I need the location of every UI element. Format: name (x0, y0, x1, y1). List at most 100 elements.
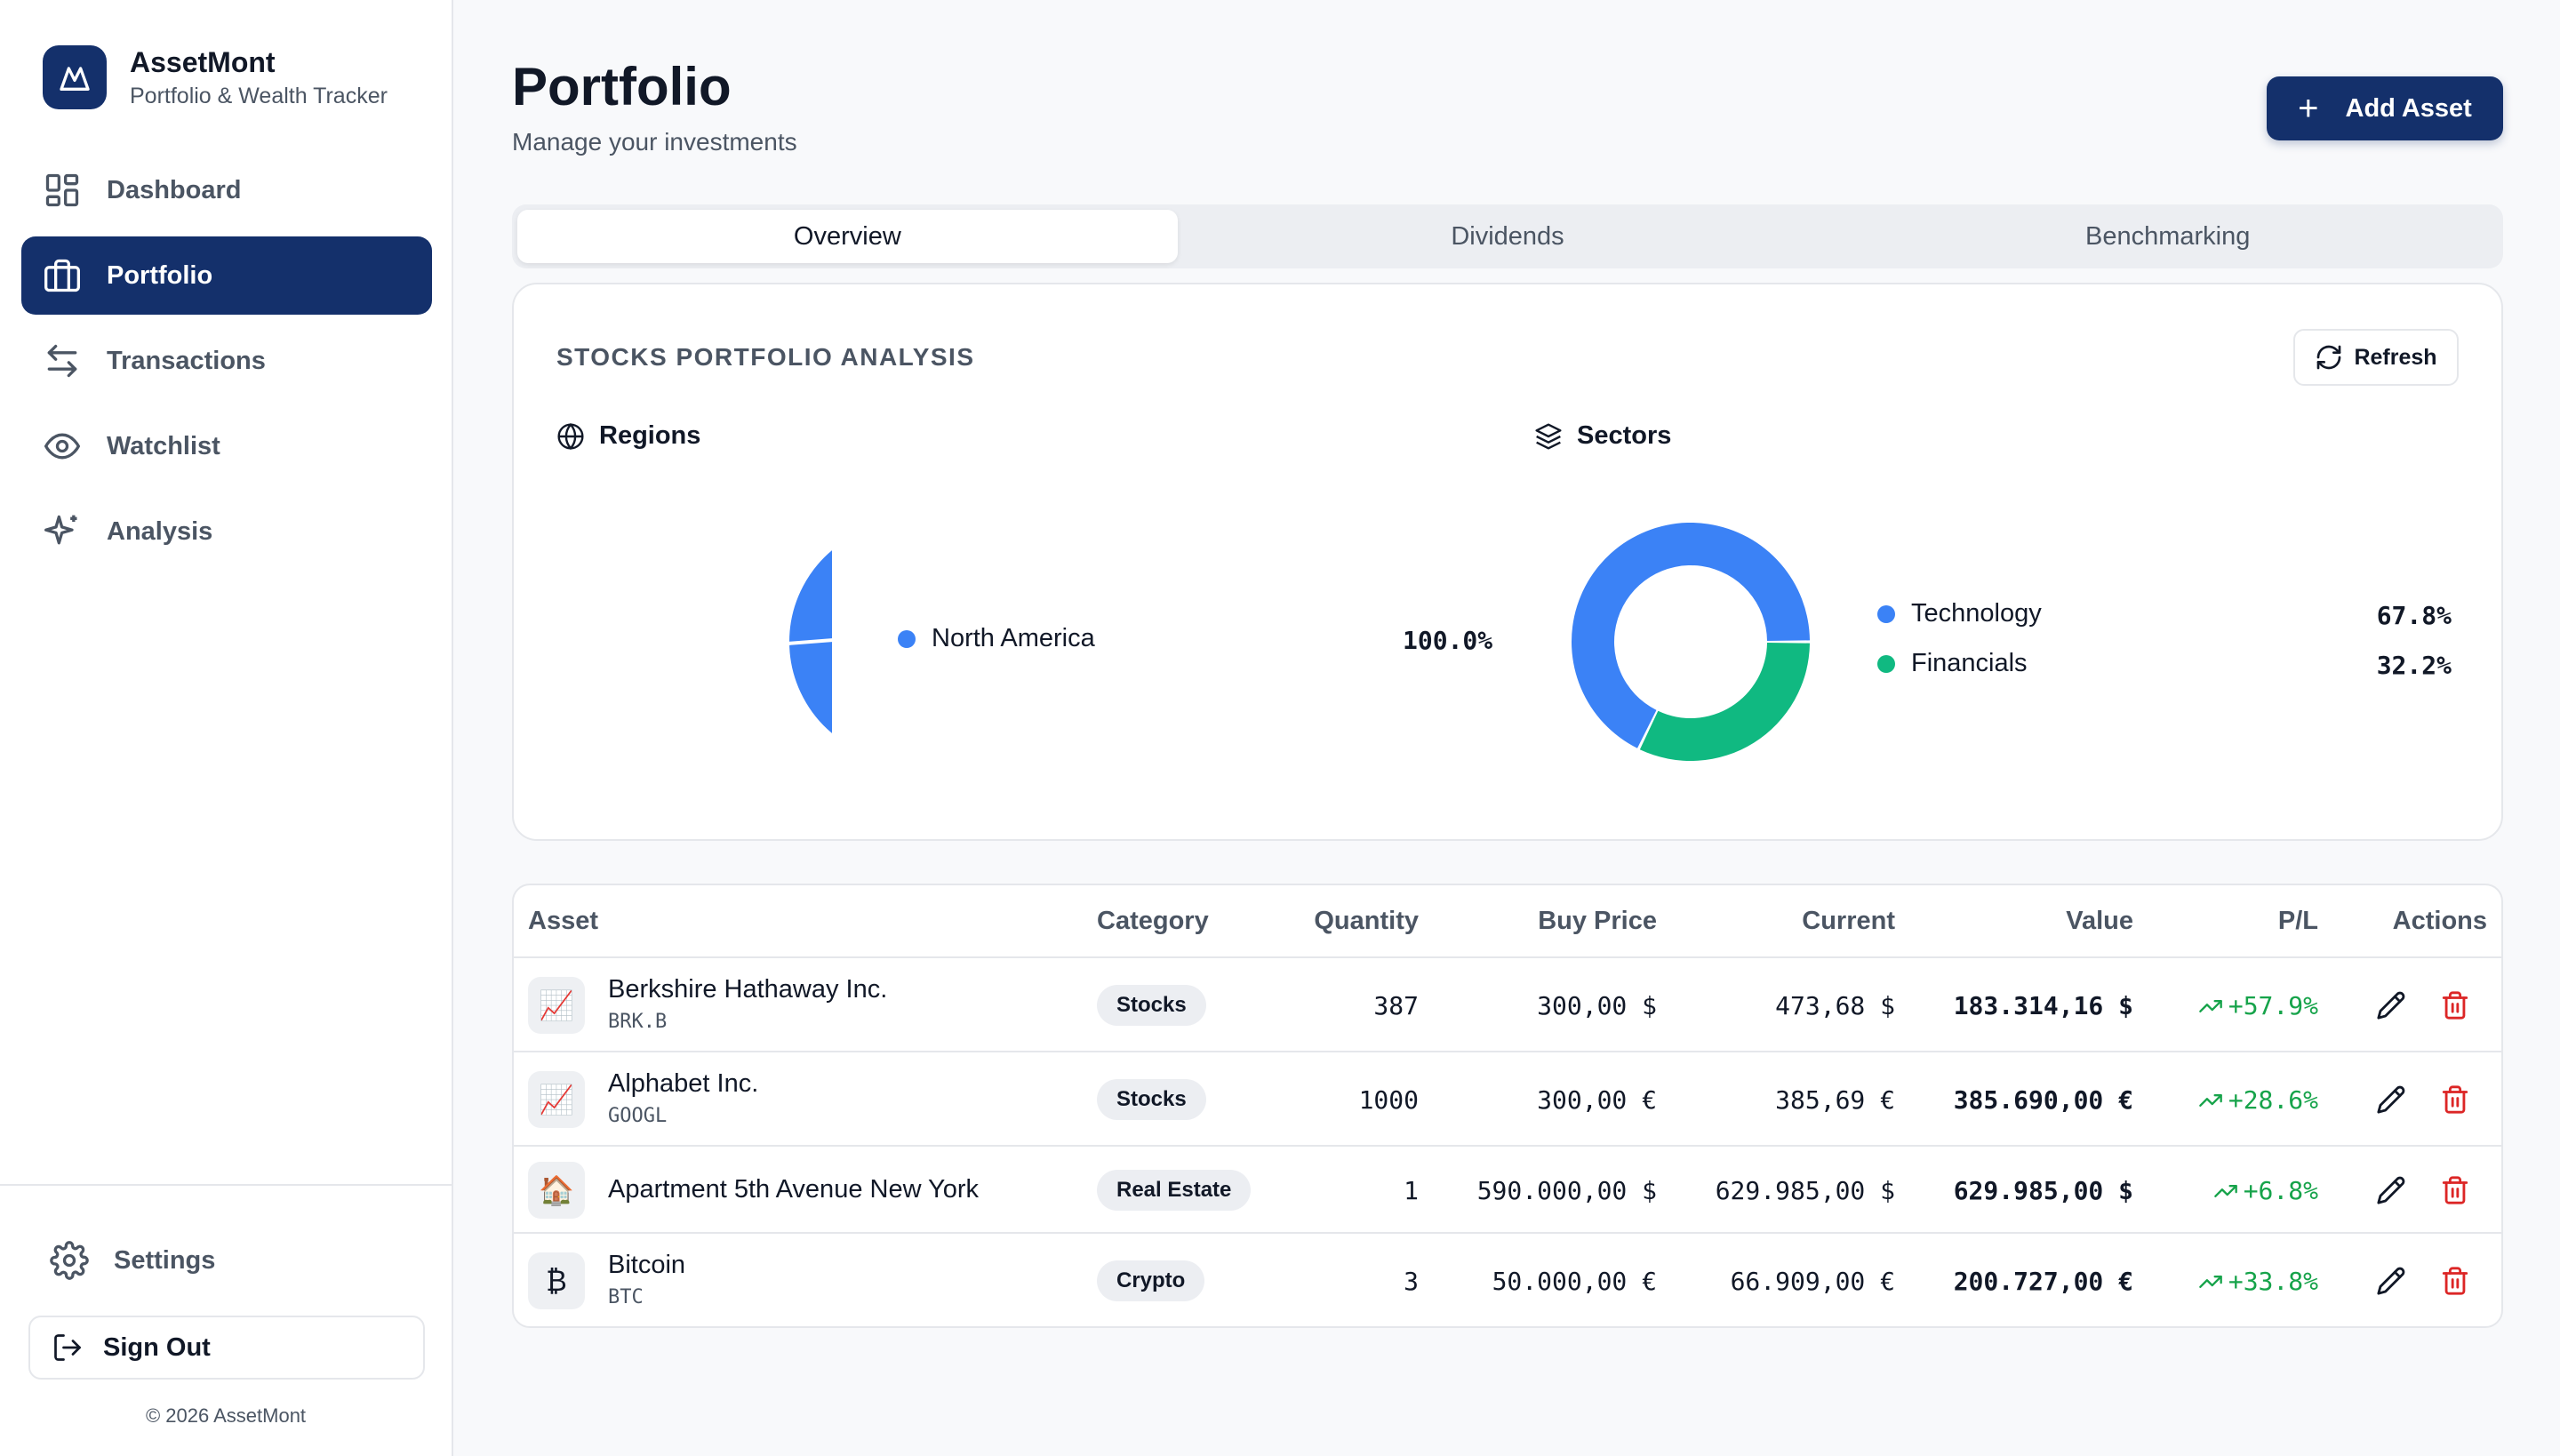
value-cell: 200.727,00 € (1953, 1267, 2133, 1296)
sign-out-button[interactable]: Sign Out (28, 1316, 425, 1380)
legend-value: 32.2% (2376, 651, 2452, 680)
page-subtitle: Manage your investments (512, 128, 797, 156)
value-cell: 183.314,16 $ (1953, 991, 2133, 1020)
refresh-button[interactable]: Refresh (2293, 329, 2459, 386)
category-badge: Stocks (1097, 985, 1206, 1026)
brand[interactable]: AssetMont Portfolio & Wealth Tracker (43, 44, 388, 110)
regions-title: Regions (599, 421, 701, 450)
sidebar-item-settings[interactable]: Settings (28, 1225, 425, 1296)
legend-item-financials: Financials (1877, 649, 2028, 678)
pl-cell: +57.9% (2198, 991, 2318, 1020)
legend-dot (898, 629, 916, 648)
asset-ticker: BRK.B (608, 1011, 668, 1033)
trash-icon (2440, 1084, 2470, 1115)
sparkles-icon (44, 515, 77, 545)
delete-button[interactable] (2437, 988, 2473, 1023)
column-header-asset[interactable]: Asset (528, 907, 598, 935)
edit-button[interactable] (2373, 1263, 2409, 1299)
card-title: STOCKS PORTFOLIO ANALYSIS (556, 343, 975, 371)
trending-up-icon (2198, 994, 2228, 1019)
table-row[interactable]: 📈 Alphabet Inc. GOOGL Stocks 1000 300,00 € 385… (514, 1052, 2501, 1147)
tab-overview[interactable]: Overview (517, 210, 1178, 263)
refresh-label: Refresh (2354, 344, 2437, 370)
pencil-icon (2376, 1175, 2406, 1205)
mountain-logo-icon (43, 45, 107, 109)
column-header-quantity[interactable]: Quantity (1314, 907, 1419, 935)
column-header-pl[interactable]: P/L (2277, 907, 2318, 935)
quantity-cell: 1000 (1358, 1085, 1419, 1115)
pl-value: +57.9% (2228, 991, 2318, 1020)
column-header-buy-price[interactable]: Buy Price (1538, 907, 1657, 935)
edit-button[interactable] (2373, 988, 2409, 1023)
pencil-icon (2376, 990, 2406, 1020)
sectors-slice-technology[interactable] (1572, 523, 1810, 748)
value-cell: 385.690,00 € (1953, 1085, 2133, 1115)
table-row[interactable]: ₿ Bitcoin BTC Crypto 3 50.000,00 € 66.909,00 €… (514, 1234, 2501, 1326)
quantity-cell: 387 (1373, 991, 1419, 1020)
pl-value: +28.6% (2228, 1085, 2318, 1115)
sidebar-item-portfolio[interactable]: Portfolio (21, 236, 432, 315)
delete-button[interactable] (2437, 1172, 2473, 1208)
sidebar-nav: Dashboard Portfolio Transactions Watchli… (21, 151, 432, 578)
sidebar-item-label: Settings (114, 1245, 216, 1275)
current-price-cell: 385,69 € (1775, 1085, 1895, 1115)
asset-glyph: 📈 (539, 989, 574, 1021)
sectors-title: Sectors (1577, 421, 1672, 450)
sidebar-item-dashboard[interactable]: Dashboard (21, 151, 432, 229)
chart-up-icon: 📈 (528, 977, 585, 1034)
legend-value: 100.0% (1403, 626, 1493, 655)
buy-price-cell: 300,00 $ (1537, 991, 1657, 1020)
arrows-left-right-icon (47, 344, 77, 378)
sidebar: AssetMont Portfolio & Wealth Tracker Das… (0, 0, 453, 1456)
stocks-analysis-card: STOCKS PORTFOLIO ANALYSIS Refresh Region… (512, 283, 2503, 841)
sidebar-item-label: Analysis (107, 516, 213, 546)
pl-cell: +33.8% (2198, 1267, 2318, 1296)
asset-glyph: 📈 (539, 1084, 574, 1116)
sidebar-item-transactions[interactable]: Transactions (21, 322, 432, 400)
legend-item-north-america: North America (898, 624, 1095, 653)
column-header-value[interactable]: Value (2066, 907, 2133, 935)
copyright: © 2026 AssetMont (145, 1404, 307, 1427)
trash-icon (2440, 990, 2470, 1020)
add-asset-button[interactable]: + Add Asset (2267, 76, 2503, 140)
sidebar-item-analysis[interactable]: Analysis (21, 492, 432, 571)
sidebar-item-label: Portfolio (107, 260, 213, 290)
assets-table: Asset Category Quantity Buy Price Curren… (512, 884, 2503, 1328)
pl-value: +33.8% (2228, 1267, 2318, 1296)
table-row[interactable]: 📈 Berkshire Hathaway Inc. BRK.B Stocks 387 30… (514, 958, 2501, 1052)
brand-name: AssetMont (130, 46, 276, 78)
tab-bar: Overview Dividends Benchmarking (512, 204, 2503, 268)
legend-dot (1877, 654, 1895, 673)
delete-button[interactable] (2437, 1082, 2473, 1117)
trash-icon (2440, 1266, 2470, 1296)
edit-button[interactable] (2373, 1082, 2409, 1117)
current-price-cell: 473,68 $ (1775, 991, 1895, 1020)
asset-name: Berkshire Hathaway Inc. (608, 975, 888, 1004)
asset-name: Bitcoin (608, 1251, 686, 1279)
legend-item-technology: Technology (1877, 599, 2042, 628)
briefcase-icon (44, 259, 80, 292)
tab-dividends[interactable]: Dividends (1451, 221, 1564, 251)
edit-button[interactable] (2373, 1172, 2409, 1208)
sectors-slice-financials[interactable] (1639, 643, 1810, 761)
tab-benchmarking[interactable]: Benchmarking (2084, 221, 2251, 251)
sidebar-item-watchlist[interactable]: Watchlist (21, 407, 432, 485)
regions-heading: Regions (556, 421, 700, 451)
trending-up-icon (2213, 1179, 2244, 1204)
delete-button[interactable] (2437, 1263, 2473, 1299)
bitcoin-icon: ₿ (528, 1252, 585, 1309)
refresh-icon (2317, 345, 2341, 370)
column-header-current[interactable]: Current (1802, 907, 1895, 935)
asset-glyph: 🏠 (539, 1174, 574, 1206)
legend-value: 67.8% (2376, 601, 2452, 630)
column-header-category[interactable]: Category (1097, 907, 1209, 935)
pl-cell: +28.6% (2198, 1085, 2318, 1115)
pl-value: +6.8% (2243, 1176, 2318, 1205)
asset-ticker: GOOGL (608, 1105, 668, 1127)
buy-price-cell: 50.000,00 € (1492, 1267, 1657, 1296)
eye-icon (44, 433, 81, 460)
table-header: Asset Category Quantity Buy Price Curren… (514, 885, 2501, 958)
table-row[interactable]: 🏠 Apartment 5th Avenue New York Real Estat… (514, 1147, 2501, 1234)
trash-icon (2440, 1175, 2470, 1205)
pencil-icon (2376, 1084, 2406, 1115)
